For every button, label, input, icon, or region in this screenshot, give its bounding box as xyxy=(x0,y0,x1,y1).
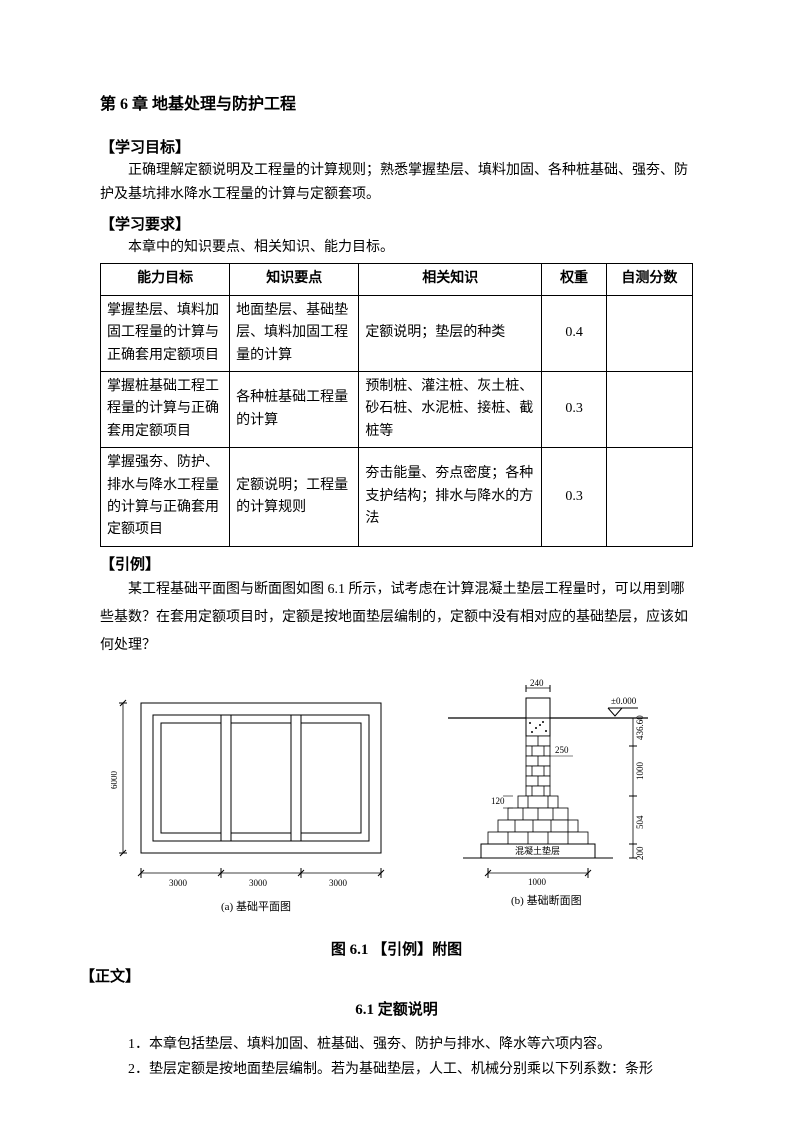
body-label: 【正文】 xyxy=(80,965,693,986)
th-score: 自测分数 xyxy=(606,264,692,295)
plan-caption: (a) 基础平面图 xyxy=(221,900,291,913)
dim-200: 200 xyxy=(635,846,645,860)
cell xyxy=(606,371,692,447)
cell: 掌握垫层、填料加固工程量的计算与正确套用定额项目 xyxy=(101,295,230,371)
th-related: 相关知识 xyxy=(359,264,542,295)
section-caption: (b) 基础断面图 xyxy=(511,893,582,907)
learning-goal-label: 【学习目标】 xyxy=(100,136,693,157)
cell: 各种桩基础工程量的计算 xyxy=(230,371,359,447)
dim-3000-2: 3000 xyxy=(249,878,268,888)
dim-120: 120 xyxy=(491,796,505,806)
learning-goal-text: 正确理解定额说明及工程量的计算规则；熟悉掌握垫层、填料加固、各种桩基础、强夯、防… xyxy=(100,159,693,207)
cushion-label: 混凝土垫层 xyxy=(515,845,560,856)
th-ability: 能力目标 xyxy=(101,264,230,295)
learning-table: 能力目标 知识要点 相关知识 权重 自测分数 掌握垫层、填料加固工程量的计算与正… xyxy=(100,263,693,546)
figure-6-1: 6000 3000 3000 3000 (a) 基础平面图 ±0.000 xyxy=(100,678,693,928)
cell xyxy=(606,295,692,371)
table-row: 掌握强夯、防护、排水与降水工程量的计算与正确套用定额项目 定额说明；工程量的计算… xyxy=(101,448,693,547)
table-header-row: 能力目标 知识要点 相关知识 权重 自测分数 xyxy=(101,264,693,295)
cell: 掌握强夯、防护、排水与降水工程量的计算与正确套用定额项目 xyxy=(101,448,230,547)
dim-r3: 504 xyxy=(635,815,645,829)
learning-req-text: 本章中的知识要点、相关知识、能力目标。 xyxy=(100,236,693,260)
cell xyxy=(606,448,692,547)
table-row: 掌握垫层、填料加固工程量的计算与正确套用定额项目 地面垫层、基础垫层、填料加固工… xyxy=(101,295,693,371)
level-label: ±0.000 xyxy=(611,696,637,706)
cell: 0.4 xyxy=(542,295,607,371)
cell: 0.3 xyxy=(542,448,607,547)
cell: 0.3 xyxy=(542,371,607,447)
body-p1: 1．本章包括垫层、填料加固、桩基础、强夯、防护与排水、降水等六项内容。 xyxy=(100,1033,693,1057)
plan-view-diagram: 6000 3000 3000 3000 (a) 基础平面图 xyxy=(111,688,411,918)
figure-caption: 图 6.1 【引例】附图 xyxy=(100,938,693,959)
th-knowledge: 知识要点 xyxy=(230,264,359,295)
document-page: 第 6 章 地基处理与防护工程 【学习目标】 正确理解定额说明及工程量的计算规则… xyxy=(0,0,793,1122)
cell: 夯击能量、夯点密度；各种支护结构；排水与降水的方法 xyxy=(359,448,542,547)
dim-r1: 436.60 xyxy=(635,714,645,739)
cell: 地面垫层、基础垫层、填料加固工程量的计算 xyxy=(230,295,359,371)
body-p2: 2．垫层定额是按地面垫层编制。若为基础垫层，人工、机械分别乘以下列系数：条形 xyxy=(100,1058,693,1082)
cell: 掌握桩基础工程工程量的计算与正确套用定额项目 xyxy=(101,371,230,447)
example-label: 【引例】 xyxy=(100,553,693,574)
dim-250: 250 xyxy=(555,745,569,755)
th-weight: 权重 xyxy=(542,264,607,295)
table-row: 掌握桩基础工程工程量的计算与正确套用定额项目 各种桩基础工程量的计算 预制桩、灌… xyxy=(101,371,693,447)
dim-240: 240 xyxy=(530,678,544,688)
cell: 定额说明；垫层的种类 xyxy=(359,295,542,371)
learning-req-label: 【学习要求】 xyxy=(100,213,693,234)
dim-r2: 1000 xyxy=(635,761,645,780)
chapter-title: 第 6 章 地基处理与防护工程 xyxy=(100,90,693,114)
section-view-diagram: ±0.000 240 xyxy=(433,678,683,928)
dim-6000: 6000 xyxy=(111,770,119,789)
dim-1000: 1000 xyxy=(528,877,547,887)
dim-3000-1: 3000 xyxy=(169,878,188,888)
section-6-1-title: 6.1 定额说明 xyxy=(100,998,693,1019)
cell: 定额说明；工程量的计算规则 xyxy=(230,448,359,547)
cell: 预制桩、灌注桩、灰土桩、砂石桩、水泥桩、接桩、截桩等 xyxy=(359,371,542,447)
example-text: 某工程基础平面图与断面图如图 6.1 所示，试考虑在计算混凝土垫层工程量时，可以… xyxy=(100,576,693,660)
dim-3000-3: 3000 xyxy=(329,878,348,888)
